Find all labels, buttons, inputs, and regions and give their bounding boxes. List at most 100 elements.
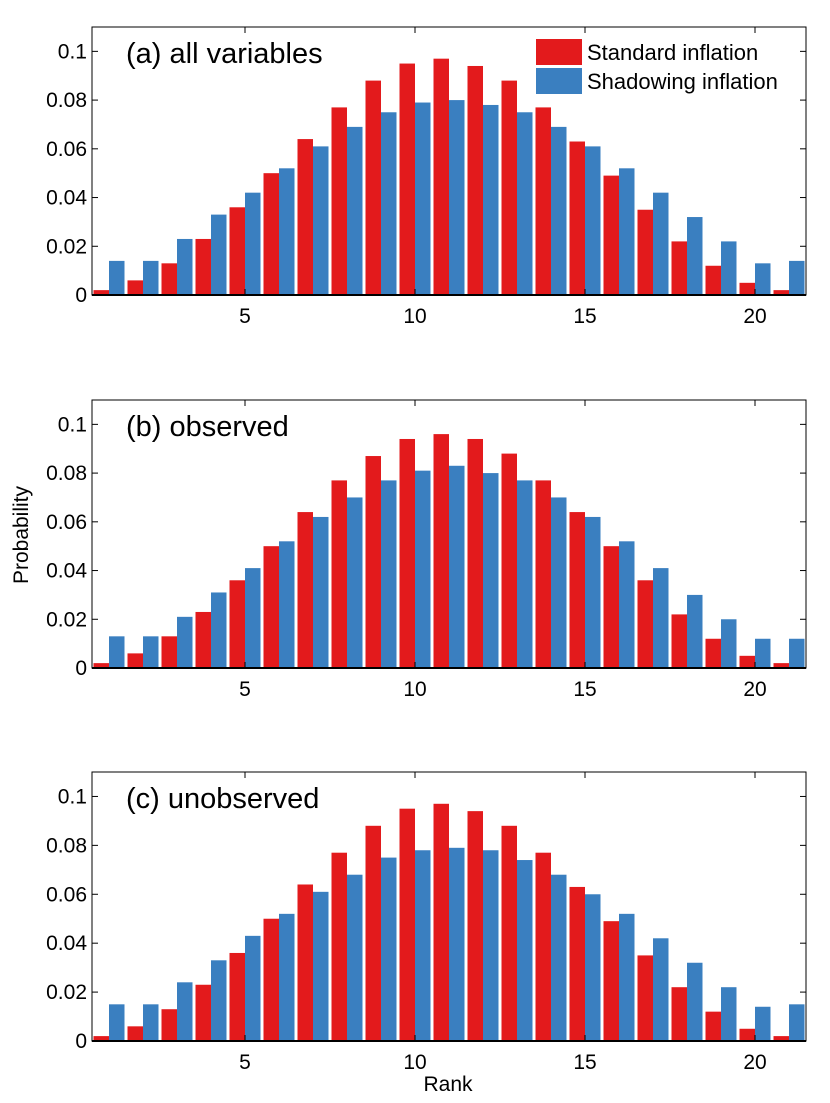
panels: 0 0.02 0.04 0.06 0.08 0.1 5 10 15 20 (a) all varia…	[46, 26, 807, 1074]
bar-standard-6	[263, 173, 279, 295]
bar-shadowing-18	[687, 594, 703, 668]
bar-shadowing-2	[143, 260, 159, 295]
bar-shadowing-9	[381, 112, 397, 296]
bar-shadowing-14	[551, 497, 567, 668]
bar-standard-10	[399, 438, 415, 668]
bar-standard-3	[161, 636, 177, 668]
x-tick-label: 20	[743, 1051, 766, 1074]
bar-standard-11	[433, 58, 449, 295]
bar-shadowing-19	[721, 619, 737, 668]
y-tick-label: 0.06	[46, 138, 87, 161]
bar-shadowing-17	[653, 938, 669, 1041]
legend-label-shadowing: Shadowing inflation	[587, 69, 778, 94]
bar-standard-1	[93, 1036, 109, 1041]
bar-standard-8	[331, 107, 347, 296]
bar-shadowing-2	[143, 1004, 159, 1041]
bar-standard-9	[365, 80, 381, 295]
bar-shadowing-10	[415, 850, 431, 1041]
bar-shadowing-14	[551, 874, 567, 1041]
bar-standard-11	[433, 434, 449, 668]
bar-standard-10	[399, 63, 415, 295]
bar-shadowing-21	[789, 1004, 805, 1041]
bar-standard-21	[773, 290, 789, 295]
x-tick-label: 10	[403, 678, 426, 701]
bar-shadowing-5	[245, 568, 261, 668]
x-tick-label: 5	[239, 678, 251, 701]
bar-standard-3	[161, 1009, 177, 1041]
panel-title: (b) observed	[126, 411, 289, 443]
bar-standard-4	[195, 984, 211, 1041]
y-tick-label: 0.1	[58, 40, 87, 63]
bar-shadowing-6	[279, 913, 295, 1041]
bar-standard-12	[467, 65, 483, 295]
bar-shadowing-9	[381, 480, 397, 668]
chart-panel-1: 0 0.02 0.04 0.06 0.08 0.1 5 10 15 20 (a) all varia…	[46, 26, 807, 328]
y-tick-label: 0.04	[46, 187, 87, 210]
bar-shadowing-8	[347, 874, 363, 1041]
bar-shadowing-1	[109, 1004, 125, 1041]
bar-shadowing-10	[415, 102, 431, 295]
bar-shadowing-20	[755, 638, 771, 668]
x-tick-label: 15	[573, 305, 596, 328]
bar-standard-14	[535, 107, 551, 296]
bar-standard-4	[195, 611, 211, 668]
bar-shadowing-16	[619, 913, 635, 1041]
bar-standard-19	[705, 638, 721, 668]
bar-shadowing-13	[517, 860, 533, 1041]
bar-standard-8	[331, 852, 347, 1041]
bar-shadowing-13	[517, 480, 533, 668]
bar-shadowing-12	[483, 850, 499, 1041]
bar-standard-19	[705, 265, 721, 295]
bar-standard-16	[603, 921, 619, 1041]
bar-shadowing-5	[245, 935, 261, 1041]
bar-standard-16	[603, 546, 619, 668]
bar-shadowing-16	[619, 541, 635, 668]
bar-shadowing-12	[483, 104, 499, 296]
y-tick-label: 0	[75, 284, 87, 307]
bar-standard-18	[671, 614, 687, 668]
bar-shadowing-5	[245, 192, 261, 295]
bar-shadowing-19	[721, 987, 737, 1041]
x-tick-label: 10	[403, 305, 426, 328]
bar-standard-21	[773, 1036, 789, 1041]
bar-shadowing-15	[585, 146, 601, 295]
chart-panel-3: 0 0.02 0.04 0.06 0.08 0.1 5 10 15 20 (c) unobserve…	[46, 771, 807, 1074]
bar-shadowing-11	[449, 100, 465, 295]
bar-shadowing-7	[313, 891, 329, 1041]
bar-shadowing-20	[755, 263, 771, 295]
bar-standard-7	[297, 512, 313, 668]
bar-shadowing-3	[177, 238, 193, 295]
x-tick-label: 20	[743, 305, 766, 328]
bar-standard-7	[297, 884, 313, 1041]
bar-shadowing-15	[585, 516, 601, 668]
x-tick-label: 5	[239, 305, 251, 328]
bar-standard-12	[467, 438, 483, 668]
y-tick-label: 0.04	[46, 932, 87, 955]
bar-shadowing-14	[551, 126, 567, 295]
x-axis-label: Rank	[423, 1073, 473, 1096]
y-tick-label: 0.06	[46, 511, 87, 534]
bar-standard-17	[637, 580, 653, 668]
bar-standard-14	[535, 480, 551, 668]
bar-shadowing-7	[313, 146, 329, 295]
y-tick-label: 0.08	[46, 834, 87, 857]
bar-shadowing-6	[279, 541, 295, 668]
y-tick-label: 0.02	[46, 235, 87, 258]
bar-standard-9	[365, 456, 381, 668]
bar-shadowing-4	[211, 592, 227, 668]
bar-standard-11	[433, 803, 449, 1041]
bar-standard-19	[705, 1011, 721, 1041]
bar-shadowing-18	[687, 217, 703, 295]
legend-label-standard: Standard inflation	[587, 40, 758, 65]
bar-shadowing-2	[143, 636, 159, 668]
y-tick-label: 0.04	[46, 560, 87, 583]
y-axis-label: Probability	[10, 485, 33, 584]
bar-standard-17	[637, 209, 653, 295]
bar-shadowing-12	[483, 473, 499, 668]
x-tick-label: 15	[573, 678, 596, 701]
bar-standard-2	[127, 1026, 143, 1041]
bar-standard-13	[501, 453, 517, 668]
bar-standard-21	[773, 663, 789, 668]
bar-shadowing-3	[177, 616, 193, 668]
